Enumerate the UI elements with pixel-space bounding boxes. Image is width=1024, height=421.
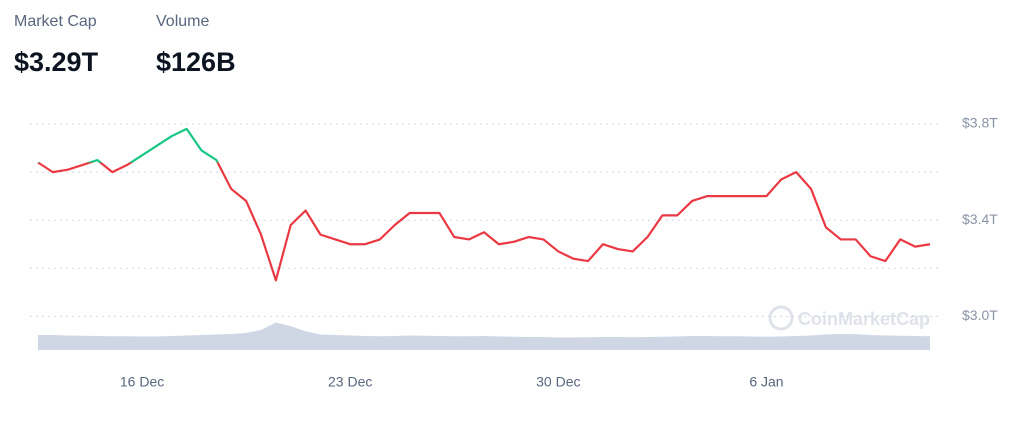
- stat-label: Volume: [156, 13, 209, 30]
- stat-value: $126B: [156, 47, 236, 77]
- watermark-text: CoinMarketCap: [798, 309, 930, 329]
- x-tick-label: 6 Jan: [749, 374, 783, 390]
- stat-label: Market Cap: [14, 13, 97, 30]
- x-tick-label: 30 Dec: [536, 374, 580, 390]
- y-tick-label: $3.4T: [962, 211, 998, 227]
- y-tick-label: $3.0T: [962, 307, 998, 323]
- watermark-logo: [768, 305, 794, 331]
- y-tick-label: $3.8T: [962, 115, 998, 131]
- watermark: CoinMarketCap: [768, 305, 930, 331]
- x-tick-label: 23 Dec: [328, 374, 372, 390]
- volume-area: [38, 322, 930, 350]
- price-line: [37, 127, 931, 282]
- x-tick-label: 16 Dec: [120, 374, 164, 390]
- stat-value: $3.29T: [14, 47, 99, 77]
